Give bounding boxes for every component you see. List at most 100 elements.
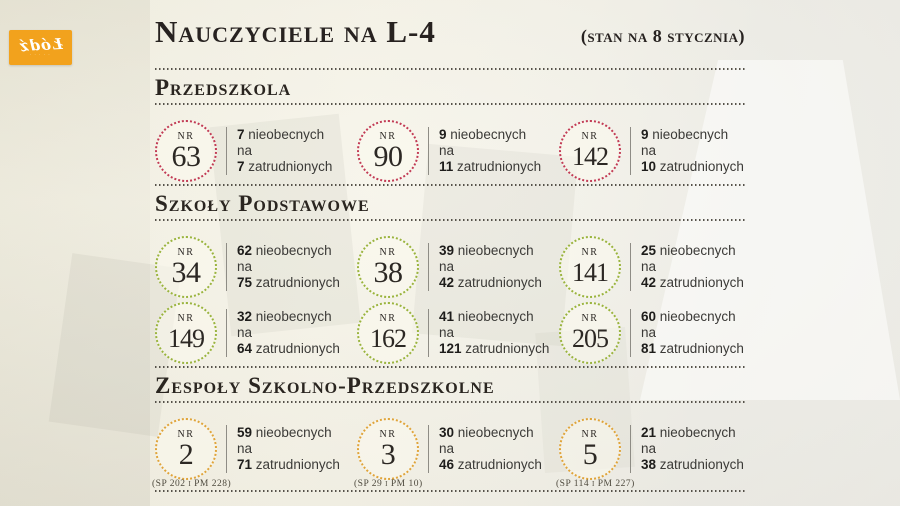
nr-label: NR: [379, 429, 397, 440]
employed-label: zatrudnionych: [659, 457, 744, 472]
absence-stats: 62 nieobecnych na 75 zatrudnionych: [237, 243, 340, 291]
employed-count: 10: [641, 159, 657, 174]
absent-count: 59: [237, 425, 253, 440]
school-number-badge: NR 3: [357, 418, 419, 480]
dotted-divider: [155, 401, 745, 403]
vertical-separator: [630, 243, 631, 291]
vertical-separator: [428, 127, 429, 175]
employed-line: 42 zatrudnionych: [641, 275, 744, 291]
section-rows: NR 2 59 nieobecnych na 71 zatrudnionych …: [152, 418, 745, 489]
absent-count: 41: [439, 309, 455, 324]
section-title: Szkoły Podstawowe: [155, 191, 370, 216]
school-stat-item: NR 5 21 nieobecnych na 38 zatrudnionych …: [556, 418, 761, 489]
nr-label: NR: [177, 429, 195, 440]
conjunction-label: na: [439, 259, 455, 274]
conjunction-label: na: [237, 325, 253, 340]
vertical-separator: [428, 309, 429, 357]
absent-line: 25 nieobecnych: [641, 243, 744, 259]
absent-line: 41 nieobecnych: [439, 309, 549, 325]
section-rows: NR 34 62 nieobecnych na 75 zatrudnionych…: [155, 236, 745, 364]
school-stat-item: NR 2 59 nieobecnych na 71 zatrudnionych …: [152, 418, 357, 489]
absent-count: 9: [641, 127, 649, 142]
conjunction-line: na: [439, 325, 549, 341]
conjunction-line: na: [237, 325, 340, 341]
employed-label: zatrudnionych: [659, 159, 744, 174]
sections-root: Przedszkola NR 63 7 nieobecnych na 7 zat…: [152, 74, 745, 489]
absent-label: nieobecnych: [457, 425, 534, 440]
conjunction-label: na: [641, 143, 657, 158]
nr-label: NR: [379, 247, 397, 258]
school-number: 34: [171, 256, 202, 289]
school-stat-item: NR 149 32 nieobecnych na 64 zatrudnionyc…: [155, 302, 357, 364]
school-number: 5: [582, 438, 598, 471]
school-number: 149: [168, 324, 205, 353]
nr-label: NR: [581, 131, 599, 142]
vertical-separator: [630, 127, 631, 175]
vertical-separator: [226, 309, 227, 357]
nr-label: NR: [581, 429, 599, 440]
school-number-badge: NR 90: [357, 120, 419, 182]
school-caption: (SP 114 i PM 227): [556, 479, 635, 489]
school-stat-item: NR 90 9 nieobecnych na 11 zatrudnionych: [357, 120, 559, 182]
absence-stats: 21 nieobecnych na 38 zatrudnionych: [641, 425, 744, 473]
school-number-badge: NR 38: [357, 236, 419, 298]
absence-stats: 59 nieobecnych na 71 zatrudnionych: [237, 425, 340, 473]
employed-line: 71 zatrudnionych: [237, 457, 340, 473]
school-caption: (SP 29 i PM 10): [354, 479, 423, 489]
employed-count: 81: [641, 341, 657, 356]
absent-line: 21 nieobecnych: [641, 425, 744, 441]
stats-row: NR 34 62 nieobecnych na 75 zatrudnionych…: [155, 236, 745, 298]
school-number: 63: [171, 140, 202, 173]
employed-count: 42: [641, 275, 657, 290]
nr-label: NR: [177, 313, 195, 324]
school-number: 162: [370, 324, 407, 353]
vertical-separator: [226, 127, 227, 175]
absent-label: nieobecnych: [248, 127, 325, 142]
absent-label: nieobecnych: [652, 127, 729, 142]
section-title: Przedszkola: [155, 75, 292, 100]
school-number: 90: [373, 140, 404, 173]
conjunction-label: na: [237, 259, 253, 274]
employed-count: 46: [439, 457, 455, 472]
employed-line: 64 zatrudnionych: [237, 341, 340, 357]
nr-label: NR: [581, 313, 599, 324]
conjunction-label: na: [237, 441, 253, 456]
conjunction-line: na: [237, 259, 340, 275]
absent-line: 32 nieobecnych: [237, 309, 340, 325]
employed-line: 10 zatrudnionych: [641, 159, 744, 175]
absent-line: 39 nieobecnych: [439, 243, 542, 259]
school-stat-item: NR 3 30 nieobecnych na 46 zatrudnionych …: [354, 418, 559, 489]
employed-label: zatrudnionych: [248, 159, 333, 174]
absent-count: 21: [641, 425, 657, 440]
employed-label: zatrudnionych: [659, 275, 744, 290]
title-row: Nauczyciele na L-4 (stan na 8 stycznia): [155, 14, 745, 60]
absent-count: 32: [237, 309, 253, 324]
absent-label: nieobecnych: [450, 127, 527, 142]
employed-count: 42: [439, 275, 455, 290]
section: Zespoły Szkolno-Przedszkolne NR 2 59 nie…: [152, 372, 745, 489]
absent-count: 25: [641, 243, 657, 258]
vertical-separator: [630, 309, 631, 357]
lodz-logo-script: Łódź: [18, 34, 63, 55]
employed-line: 38 zatrudnionych: [641, 457, 744, 473]
absent-line: 9 nieobecnych: [439, 127, 541, 143]
nr-label: NR: [379, 313, 397, 324]
employed-count: 75: [237, 275, 253, 290]
school-number-badge: NR 142: [559, 120, 621, 182]
conjunction-label: na: [439, 143, 455, 158]
absent-label: nieobecnych: [659, 243, 736, 258]
employed-line: 11 zatrudnionych: [439, 159, 541, 175]
absent-label: nieobecnych: [457, 309, 534, 324]
vertical-separator: [428, 243, 429, 291]
section: Przedszkola NR 63 7 nieobecnych na 7 zat…: [155, 74, 745, 182]
employed-line: 75 zatrudnionych: [237, 275, 340, 291]
school-number: 205: [572, 324, 609, 353]
dotted-divider: [155, 219, 745, 221]
vertical-separator: [226, 425, 227, 473]
absent-line: 60 nieobecnych: [641, 309, 744, 325]
conjunction-line: na: [641, 259, 744, 275]
dotted-divider: [155, 366, 745, 368]
school-stat-item: NR 205 60 nieobecnych na 81 zatrudnionyc…: [559, 302, 761, 364]
dotted-divider: [155, 103, 745, 105]
